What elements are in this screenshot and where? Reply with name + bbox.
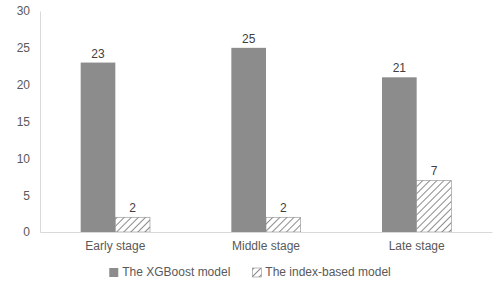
- data-label: 25: [242, 32, 256, 46]
- bar: [382, 77, 417, 232]
- y-axis: 0 5 10 15 20 25 30: [17, 4, 41, 239]
- legend-swatch: [252, 268, 261, 277]
- y-tick: 5: [23, 189, 40, 203]
- legend-label: The XGBoost model: [122, 265, 230, 279]
- legend-item: The XGBoost model: [109, 265, 230, 279]
- x-tick-label: Late stage: [389, 239, 445, 253]
- data-labels: 23 25 21 2 2 7: [91, 32, 437, 215]
- legend-swatch: [109, 268, 118, 277]
- y-tick-label: 20: [17, 78, 31, 92]
- chart: 0 5 10 15 20 25 30 Early stage Middle stage Late …: [0, 0, 500, 284]
- x-tick-label: Middle stage: [232, 239, 300, 253]
- y-tick-label: 15: [17, 115, 31, 129]
- y-tick: 25: [17, 41, 40, 55]
- y-tick-label: 0: [23, 225, 30, 239]
- legend-item: The index-based model: [252, 265, 390, 279]
- y-tick: 15: [17, 115, 40, 129]
- data-label: 21: [393, 61, 407, 75]
- plot: 0 5 10 15 20 25 30 Early stage Middle stage Late …: [17, 4, 493, 252]
- y-axis-line: [40, 12, 41, 233]
- data-label: 7: [431, 164, 438, 178]
- bar: [417, 180, 452, 232]
- bar: [231, 48, 266, 232]
- data-label: 23: [91, 47, 105, 61]
- legend: The XGBoost model The index-based model: [109, 265, 390, 279]
- y-tick: 10: [17, 152, 40, 166]
- x-tick: Early stage: [85, 232, 145, 253]
- data-label: 2: [280, 201, 287, 215]
- x-tick: Late stage: [389, 232, 445, 253]
- bar: [115, 217, 150, 232]
- bars: [81, 48, 452, 232]
- bar: [266, 217, 301, 232]
- bar: [81, 63, 116, 232]
- x-tick-label: Early stage: [85, 239, 145, 253]
- x-axis: Early stage Middle stage Late stage: [41, 232, 493, 253]
- y-tick-label: 5: [23, 189, 30, 203]
- x-tick: Middle stage: [232, 232, 300, 253]
- y-tick: 20: [17, 78, 40, 92]
- y-tick-label: 30: [17, 4, 31, 18]
- legend-label: The index-based model: [265, 265, 390, 279]
- x-axis-line: [41, 232, 493, 233]
- y-tick: 30: [17, 4, 40, 18]
- data-label: 2: [129, 201, 136, 215]
- y-tick: 0: [23, 225, 40, 239]
- y-tick-label: 10: [17, 152, 31, 166]
- y-tick-label: 25: [17, 41, 31, 55]
